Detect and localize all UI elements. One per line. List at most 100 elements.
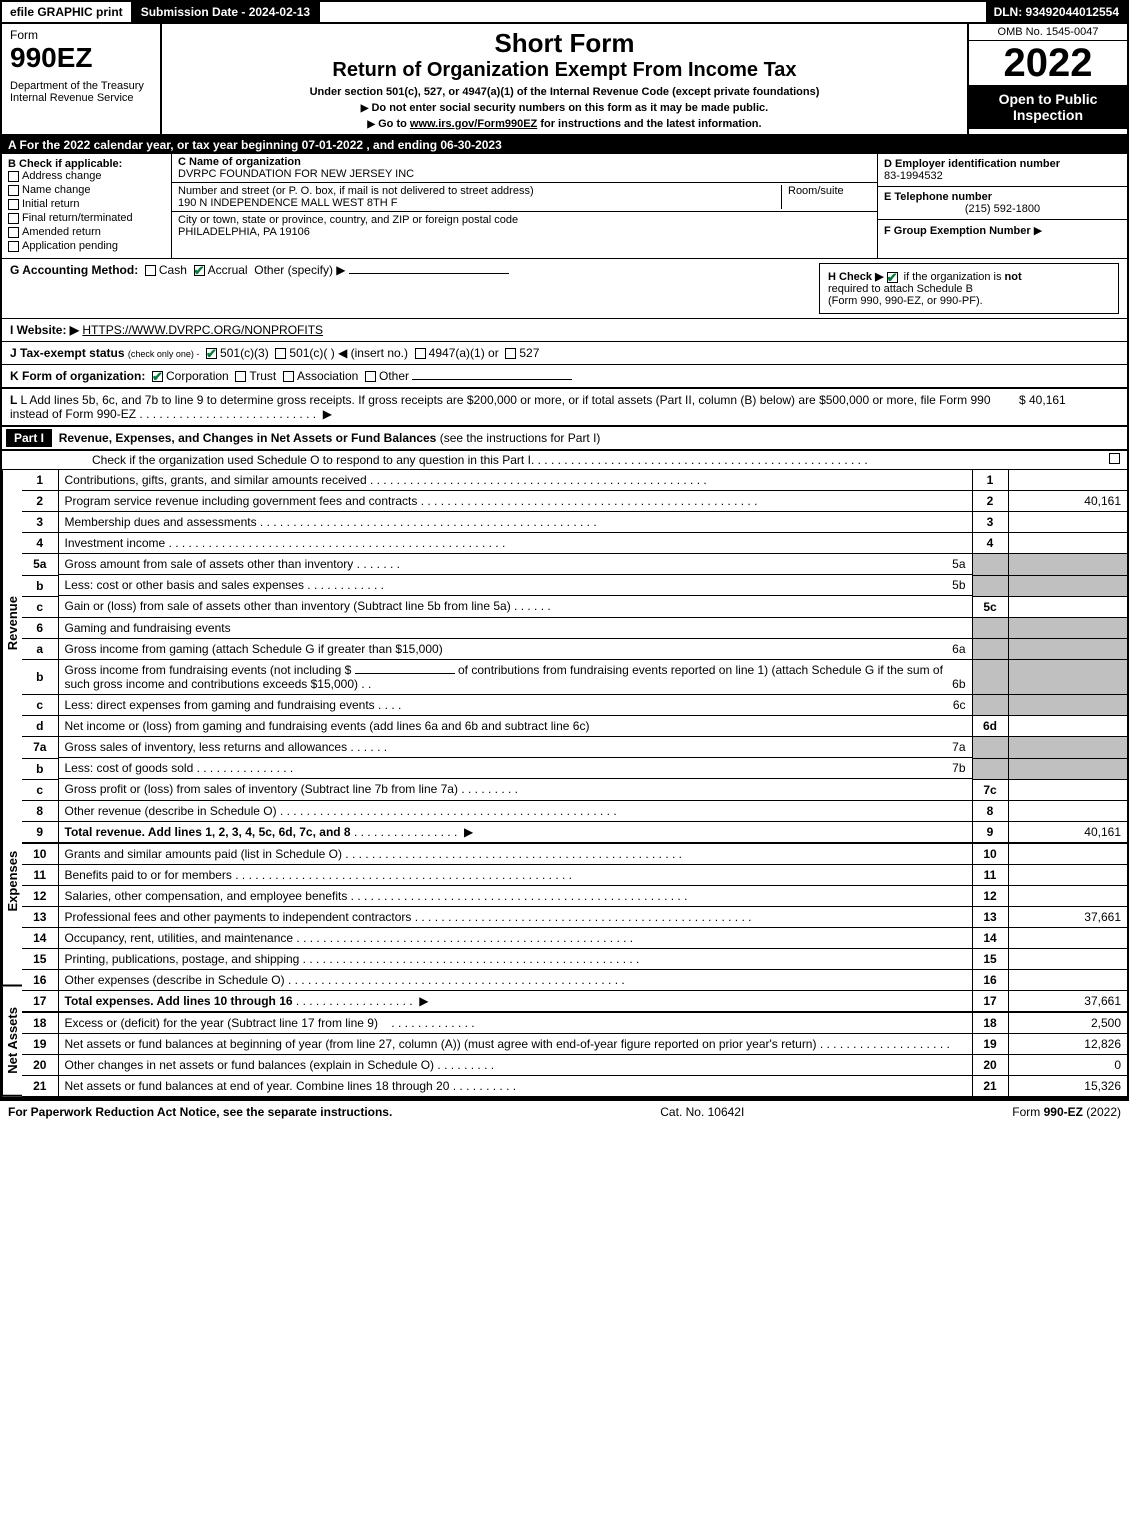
accrual-label: Accrual [208,263,248,277]
sub-5a: 5a [952,557,965,571]
omb-number: OMB No. 1545-0047 [969,24,1127,41]
col-16: 16 [972,969,1008,990]
line-8-desc: Other revenue (describe in Schedule O) [65,804,277,818]
part1-label: Part I [6,429,52,447]
val-17: 37,661 [1008,990,1128,1012]
initial-checkbox[interactable] [8,199,19,210]
col-21: 21 [972,1075,1008,1096]
dept-treasury: Department of the Treasury [10,80,152,92]
col-3: 3 [972,512,1008,533]
pending-label: Application pending [22,240,118,252]
val-10 [1008,843,1128,865]
527-label: 527 [519,346,539,360]
accrual-checkbox[interactable] [194,265,205,276]
final-label: Final return/terminated [22,212,133,224]
other-org-checkbox[interactable] [365,371,376,382]
527-checkbox[interactable] [505,348,516,359]
501c3-checkbox[interactable] [206,348,217,359]
4947-checkbox[interactable] [415,348,426,359]
k-label: K Form of organization: [10,369,145,383]
col-5b-grey [972,575,1008,596]
col-6a-grey [972,638,1008,660]
subtitle: Under section 501(c), 527, or 4947(a)(1)… [172,86,957,98]
other-method-input[interactable] [349,273,509,274]
col-18: 18 [972,1012,1008,1034]
line-17-desc: Total expenses. Add lines 10 through 16 [65,994,293,1008]
section-a: A For the 2022 calendar year, or tax yea… [0,136,1129,154]
irs-link[interactable]: www.irs.gov/Form990EZ [410,118,537,130]
irs: Internal Revenue Service [10,92,152,104]
line-6d-desc: Net income or (loss) from gaming and fun… [58,716,972,737]
line-6c-num: c [22,695,58,716]
line-13-desc: Professional fees and other payments to … [65,910,412,924]
addr-change-label: Address change [22,170,102,182]
col-20: 20 [972,1054,1008,1075]
footer-right: Form 990-EZ (2022) [1012,1105,1121,1119]
val-13: 37,661 [1008,906,1128,927]
line-6b-num: b [22,660,58,695]
val-6b-grey [1008,660,1128,695]
line-5c-desc: Gain or (loss) from sale of assets other… [65,599,511,613]
assoc-checkbox[interactable] [283,371,294,382]
line-4-desc: Investment income [65,536,166,550]
line-16-num: 16 [22,969,58,990]
footer-catno: Cat. No. 10642I [660,1105,744,1119]
line-6a-num: a [22,638,58,660]
line-5b-num: b [22,575,58,596]
501c-checkbox[interactable] [275,348,286,359]
corp-label: Corporation [166,369,229,383]
name-change-label: Name change [22,184,91,196]
line-6b-desc1: Gross income from fundraising events (no… [65,663,352,677]
h-line2: required to attach Schedule B [828,283,973,295]
trust-label: Trust [249,369,276,383]
h-checkbox[interactable] [887,272,898,283]
pending-checkbox[interactable] [8,241,19,252]
sub-5b: 5b [952,578,965,592]
corp-checkbox[interactable] [152,371,163,382]
page-footer: For Paperwork Reduction Act Notice, see … [0,1099,1129,1123]
g-h-row: G Accounting Method: Cash Accrual Other … [0,259,1129,319]
i-row: I Website: ▶ HTTPS://WWW.DVRPC.ORG/NONPR… [0,319,1129,342]
sub-6b: 6b [952,677,965,691]
j-note: (check only one) - [128,349,200,359]
6b-amount-input[interactable] [355,673,455,674]
line-18-desc: Excess or (deficit) for the year (Subtra… [65,1016,378,1030]
website-link[interactable]: HTTPS://WWW.DVRPC.ORG/NONPROFITS [82,323,323,337]
org-city: PHILADELPHIA, PA 19106 [178,226,310,238]
val-6a-grey [1008,638,1128,660]
val-2: 40,161 [1008,491,1128,512]
line-16-desc: Other expenses (describe in Schedule O) [65,973,285,987]
amended-checkbox[interactable] [8,227,19,238]
c-street-label: Number and street (or P. O. box, if mail… [178,185,534,197]
line-7b-num: b [22,758,58,779]
submission-date: Submission Date - 2024-02-13 [133,2,320,22]
lines-table: 1Contributions, gifts, grants, and simil… [22,470,1129,1097]
assoc-label: Association [297,369,358,383]
e-label: E Telephone number [884,191,992,203]
line-5a-num: 5a [22,554,58,576]
col-7c: 7c [972,779,1008,800]
g-label: G Accounting Method: [10,263,138,277]
other-org-label: Other [379,369,409,383]
other-org-input[interactable] [412,379,572,380]
cash-checkbox[interactable] [145,265,156,276]
col-7b-grey [972,758,1008,779]
final-checkbox[interactable] [8,213,19,224]
addr-change-checkbox[interactable] [8,171,19,182]
name-change-checkbox[interactable] [8,185,19,196]
org-street: 190 N INDEPENDENCE MALL WEST 8TH F [178,197,397,209]
col-19: 19 [972,1033,1008,1054]
line-5a-desc: Gross amount from sale of assets other t… [65,557,354,571]
line-13-num: 13 [22,906,58,927]
bullet-link: Go to www.irs.gov/Form990EZ for instruct… [172,118,957,130]
val-7b-grey [1008,758,1128,779]
line-10-num: 10 [22,843,58,865]
val-5b-grey [1008,575,1128,596]
efile-print-button[interactable]: efile GRAPHIC print [2,2,133,22]
tax-year: 2022 [969,41,1127,85]
trust-checkbox[interactable] [235,371,246,382]
org-info-grid: B Check if applicable: Address change Na… [0,154,1129,259]
sub-6a: 6a [952,642,965,656]
schedule-o-checkbox[interactable] [1109,453,1120,464]
line-19-num: 19 [22,1033,58,1054]
